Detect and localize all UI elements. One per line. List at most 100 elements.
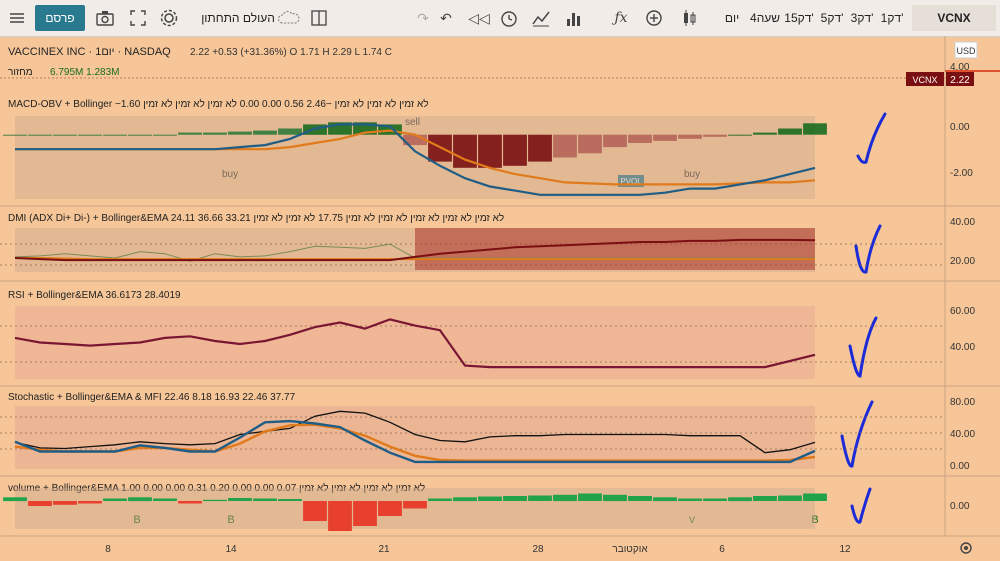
- macd-histogram-bar: [228, 131, 252, 135]
- macd-histogram-bar: [553, 134, 577, 158]
- dmi-legend: DMI (ADX Di+ Di-) + Bollinger&EMA 24.11 …: [8, 212, 504, 224]
- checkmark-icon: [848, 316, 878, 378]
- x-tick: 8: [105, 544, 111, 555]
- vol-signal: V: [689, 515, 695, 525]
- volume-bar: [478, 496, 502, 501]
- alarm-icon[interactable]: [498, 7, 520, 29]
- volume-bar: [303, 501, 327, 521]
- chart-title: VACCINEX INC · 1יום · NASDAQ: [8, 46, 171, 58]
- settings-icon[interactable]: [158, 7, 180, 29]
- macd-histogram-bar: [203, 132, 227, 135]
- volume-bar: [3, 497, 27, 502]
- cloud-icon[interactable]: [277, 7, 300, 29]
- volume-bar: [753, 496, 777, 501]
- macd-histogram-bar: [103, 134, 127, 136]
- macd-histogram-bar: [3, 134, 27, 136]
- x-tick: 14: [225, 544, 237, 555]
- usd-badge[interactable]: [954, 41, 978, 59]
- symbol-tag-text: VCNX: [912, 75, 937, 85]
- volume-bar: [103, 498, 127, 501]
- publish-button[interactable]: פרסם: [35, 5, 85, 31]
- macd-histogram-bar: [603, 134, 627, 148]
- chart-settings-icon[interactable]: [960, 542, 972, 554]
- macd-histogram-bar: [453, 134, 477, 168]
- macd-histogram-bar: [28, 134, 52, 136]
- vol-signal: B: [133, 514, 140, 526]
- interval-1m[interactable]: 1דק': [880, 11, 904, 25]
- replay-icon[interactable]: ◁◁: [468, 10, 490, 26]
- macd-legend: MACD-OBV + Bollinger −1.60 לא זמין לא זמ…: [8, 98, 429, 110]
- layout-icon[interactable]: [308, 7, 330, 29]
- bar-chart-icon[interactable]: [563, 7, 585, 29]
- volume-bar: [578, 493, 602, 501]
- add-indicator-icon[interactable]: [643, 7, 665, 29]
- checkmark-icon: [840, 400, 874, 468]
- interval-15m[interactable]: 15דק': [784, 11, 814, 25]
- volume-bar: [353, 501, 377, 526]
- volume-bar: [653, 497, 677, 502]
- volume-bar: [428, 498, 452, 501]
- interval-3m[interactable]: 3דק': [850, 11, 874, 25]
- volume-bar: [403, 501, 427, 509]
- dmi-di-line: [14, 243, 815, 262]
- redo-icon[interactable]: ↷: [417, 10, 429, 26]
- line-chart-icon[interactable]: [530, 7, 552, 29]
- menu-icon[interactable]: [6, 7, 28, 29]
- volume-label: מחזור: [8, 67, 33, 78]
- x-tick: 21: [378, 544, 390, 555]
- interval-day[interactable]: יום: [724, 11, 740, 25]
- volume-bar: [603, 494, 627, 502]
- stoch-tick-2: 0.00: [950, 461, 970, 472]
- last-price: 2.22: [950, 75, 970, 86]
- dmi-ema-line: [15, 257, 815, 261]
- stoch-tick-1: 40.00: [950, 429, 975, 440]
- symbol-search[interactable]: VCNX: [912, 5, 996, 31]
- volume-bar: [203, 499, 227, 502]
- dmi-tick-0: 40.00: [950, 217, 975, 228]
- macd-histogram-bar: [178, 132, 202, 135]
- volume-bar: [678, 498, 702, 501]
- candles-icon[interactable]: [678, 7, 700, 29]
- interval-4h[interactable]: 4שעה: [750, 11, 781, 25]
- volume-bar: [728, 497, 752, 502]
- ohlc-values: 2.22 +0.53 (+31.36%) O 1.71 H 2.29 L 1.7…: [190, 47, 392, 58]
- buy-annotation: buy: [222, 169, 238, 180]
- macd-histogram-bar: [78, 134, 102, 136]
- dmi-zone: [415, 228, 815, 270]
- stoch-legend: Stochastic + Bollinger&EMA & MFI 22.46 8…: [8, 392, 296, 403]
- volume-bar: [153, 498, 177, 501]
- checkmark-icon: [856, 112, 887, 164]
- plots-layer: [0, 116, 945, 531]
- macd-histogram-bar: [278, 128, 302, 135]
- volume-bar: [28, 501, 52, 506]
- x-tick: אוקטובר: [612, 544, 648, 555]
- usd-label: USD: [956, 46, 976, 56]
- macd-histogram-bar: [578, 134, 602, 154]
- rsi-tick-0: 60.00: [950, 306, 975, 317]
- volume-bar: [378, 501, 402, 516]
- camera-icon[interactable]: [94, 7, 116, 29]
- macd-histogram-bar: [778, 128, 802, 135]
- chart-area[interactable]: USD 4.00 VCNX 2.22 VACCINEX INC · 1יום ·…: [0, 36, 1000, 561]
- fullscreen-icon[interactable]: [127, 7, 149, 29]
- macd-line: [15, 123, 816, 196]
- interval-5m[interactable]: 5דק': [820, 11, 844, 25]
- function-icon[interactable]: ƒx: [614, 10, 628, 26]
- workspace-name[interactable]: העולם התחתון: [201, 11, 275, 25]
- macd-histogram-bar: [753, 132, 777, 135]
- stoch-d-line: [14, 423, 816, 462]
- rsi-legend: RSI + Bollinger&EMA 36.6173 28.4019: [8, 290, 181, 301]
- checkmark-icon: [850, 487, 872, 524]
- dmi-tick-1: 20.00: [950, 256, 975, 267]
- volume-legend: volume + Bollinger&EMA 1.00 0.00 0.00 0.…: [8, 482, 425, 494]
- macd-histogram-bar: [703, 134, 727, 137]
- volume-bar: [178, 501, 202, 504]
- dmi-adx-line: [14, 238, 816, 262]
- macd-histogram-bar: [628, 134, 652, 143]
- macd-histogram-bar: [528, 134, 552, 162]
- mfi-line: [14, 410, 816, 454]
- volume-bar: [553, 494, 577, 502]
- volume-bar: [278, 499, 302, 501]
- rsi-line: [14, 318, 816, 369]
- undo-icon[interactable]: ↶: [440, 10, 452, 26]
